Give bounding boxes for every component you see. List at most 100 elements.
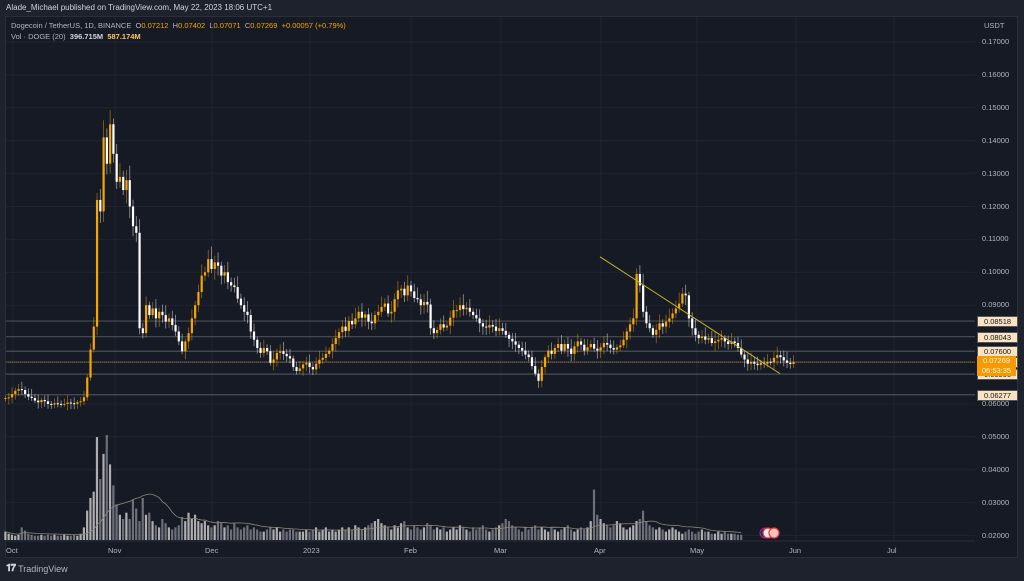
volume-bar: [102, 453, 105, 540]
chart-pane[interactable]: [5, 16, 1018, 558]
volume-bar: [305, 529, 308, 540]
volume-bar: [488, 531, 491, 540]
volume-bar: [602, 523, 605, 540]
candle-body: [7, 397, 10, 399]
candle-body: [46, 401, 50, 404]
volume-bar: [171, 529, 174, 540]
candle-body: [334, 338, 337, 345]
volume-bar: [684, 531, 687, 540]
volume-bar: [547, 531, 550, 540]
candle-body: [154, 308, 158, 319]
volume-bar: [651, 527, 654, 540]
candle-body: [485, 326, 488, 328]
volume-bar: [177, 525, 180, 540]
candle-body: [128, 180, 131, 207]
candle-body: [109, 124, 112, 164]
price-tick-label: 0.06000: [982, 398, 1010, 408]
candle-body: [586, 347, 589, 351]
candle-body: [678, 303, 681, 309]
volume-bar: [350, 529, 354, 540]
candle-body: [272, 359, 275, 363]
symbol-name[interactable]: Dogecoin / TetherUS, 1D, BINANCE: [11, 21, 132, 30]
volume-bar: [314, 527, 318, 540]
candle-body: [220, 265, 223, 276]
candle-body: [318, 359, 321, 364]
candle-body: [95, 199, 99, 327]
candle-body: [92, 326, 95, 350]
descending-trendline: [599, 256, 781, 375]
volume-bar: [432, 529, 435, 540]
volume-bar: [612, 525, 615, 540]
candle-body: [171, 318, 174, 325]
time-tick-label: Jul: [887, 546, 897, 555]
volume-bar: [416, 527, 419, 540]
candle-body: [776, 355, 779, 358]
volume-bar: [256, 529, 259, 540]
volume-bar: [498, 525, 501, 540]
candle-body: [393, 299, 396, 312]
candle-body: [622, 339, 625, 346]
candle-body: [364, 314, 367, 318]
candle-body: [736, 343, 740, 348]
volume-bar: [658, 527, 661, 540]
candle-body: [743, 354, 746, 360]
candle-body: [458, 305, 462, 311]
volume-bar: [691, 531, 694, 540]
volume-bar: [220, 523, 223, 540]
volume-bar: [445, 531, 448, 540]
volume-label[interactable]: Vol · DOGE (20): [11, 32, 66, 41]
candle-body: [233, 285, 236, 288]
candle-body: [223, 272, 226, 276]
candle-body: [164, 315, 167, 322]
candle-body: [638, 273, 641, 286]
candle-body: [445, 325, 449, 328]
candle-body: [681, 293, 684, 304]
volume-bar: [697, 531, 700, 540]
candle-body: [599, 347, 602, 351]
time-tick-label: Nov: [108, 546, 122, 555]
volume-bar: [720, 533, 723, 540]
candle-body: [357, 311, 360, 319]
candle-body: [498, 328, 501, 331]
volume-bar: [422, 527, 426, 540]
volume-bar: [190, 519, 193, 540]
candle-body: [517, 344, 520, 348]
time-tick-label: Mar: [494, 546, 507, 555]
price-tick-label: 0.17000: [982, 37, 1010, 46]
candle-body: [43, 399, 46, 402]
candle-body: [10, 394, 14, 398]
volume-bar: [213, 525, 216, 540]
candle-body: [200, 275, 203, 293]
volume-bar: [154, 525, 157, 540]
volume-bar: [59, 535, 63, 540]
volume-bar: [560, 529, 563, 540]
candle-body: [243, 305, 246, 312]
volume-bar: [337, 529, 341, 540]
currency-label: USDT: [984, 21, 1005, 30]
candle-body: [138, 232, 141, 329]
candle-body: [452, 310, 455, 318]
volume-bar: [40, 534, 43, 540]
volume-bar: [478, 527, 481, 540]
volume-bar: [292, 529, 295, 540]
candle-body: [53, 403, 56, 405]
volume-bar: [197, 521, 200, 540]
volume-bar: [707, 531, 710, 540]
volume-bar: [413, 525, 416, 540]
volume-bar: [328, 531, 331, 540]
us-flag-event-icon: [768, 527, 780, 539]
volume-bar: [396, 527, 399, 540]
volume-bar: [681, 533, 684, 540]
candle-body: [256, 339, 259, 348]
volume-bar: [180, 516, 184, 540]
price-level-tag: 0.08043: [977, 331, 1018, 343]
volume-bar: [360, 529, 363, 540]
volume-bar: [687, 529, 690, 540]
candle-body: [279, 351, 282, 353]
volume-bar: [435, 527, 439, 540]
candle-body: [105, 137, 108, 164]
candle-body: [570, 348, 573, 354]
volume-bar: [112, 485, 115, 540]
candle-body: [190, 318, 193, 334]
